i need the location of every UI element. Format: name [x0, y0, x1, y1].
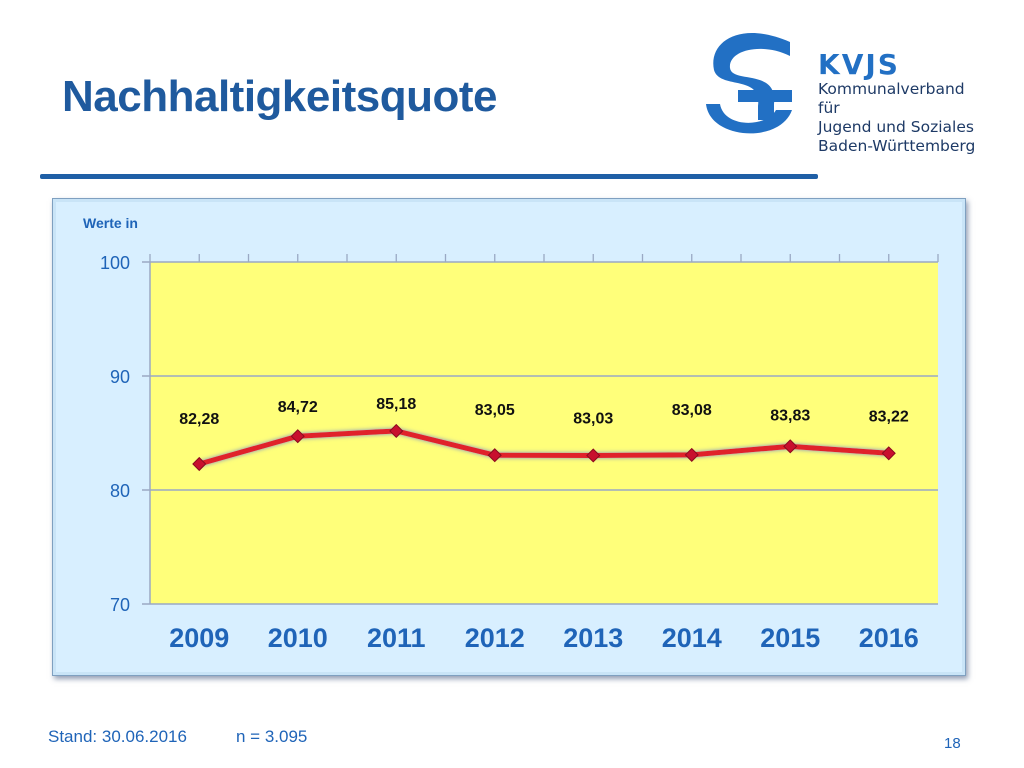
logo-line-3: Baden-Württemberg — [818, 137, 976, 155]
plot-area — [150, 262, 938, 604]
data-point — [192, 456, 207, 472]
logo-text-block: KVJS Kommunalverband für Jugend und Sozi… — [818, 50, 990, 156]
data-label: 83,05 — [475, 402, 515, 419]
data-label: 84,72 — [278, 399, 318, 416]
data-point — [487, 448, 502, 463]
data-point — [783, 439, 798, 454]
data-point — [684, 447, 699, 462]
panel-note: Werte in — [83, 215, 138, 231]
footer-stand: Stand: 30.06.2016 — [48, 727, 187, 746]
data-point — [290, 429, 305, 444]
data-label: 85,18 — [376, 396, 416, 413]
data-label: 83,03 — [573, 410, 613, 427]
kvjs-logo-icon — [706, 33, 792, 134]
data-label: 83,22 — [869, 408, 909, 425]
x-tick-label: 2011 — [367, 623, 426, 653]
y-tick-label: 90 — [110, 367, 130, 387]
x-tick-label: 2013 — [563, 623, 623, 653]
x-tick-label: 2009 — [169, 623, 229, 653]
x-tick-label: 2012 — [465, 623, 525, 653]
footer-sample-size: n = 3.095 — [236, 727, 308, 746]
logo-line-2: Jugend und Soziales — [818, 118, 974, 136]
x-tick-label: 2014 — [662, 623, 722, 653]
title-divider — [40, 174, 818, 179]
page-title: Nachhaltigkeitsquote — [62, 72, 497, 121]
y-tick-label: 100 — [100, 253, 130, 273]
line-chart: 70 80 90 100 82,28 84,72 85,18 83,05 83,03 83,08 8… — [100, 253, 939, 653]
data-point — [881, 446, 896, 461]
data-label: 83,83 — [770, 407, 810, 424]
logo-line-1: Kommunalverband für — [818, 80, 965, 117]
kvjs-logo: KVJS Kommunalverband für Jugend und Sozi… — [700, 28, 990, 155]
page-number: 18 — [944, 735, 961, 752]
y-tick-label: 70 — [110, 595, 130, 615]
logo-abbreviation: KVJS — [818, 48, 900, 81]
y-tick-label: 80 — [110, 481, 130, 501]
x-tick-label: 2015 — [760, 623, 820, 653]
x-tick-label: 2016 — [859, 623, 919, 653]
x-tick-label: 2010 — [268, 623, 328, 653]
data-point — [586, 448, 601, 463]
data-label: 82,28 — [179, 411, 219, 428]
series-line — [198, 428, 889, 467]
data-label: 83,08 — [672, 402, 712, 419]
data-point — [389, 423, 404, 439]
